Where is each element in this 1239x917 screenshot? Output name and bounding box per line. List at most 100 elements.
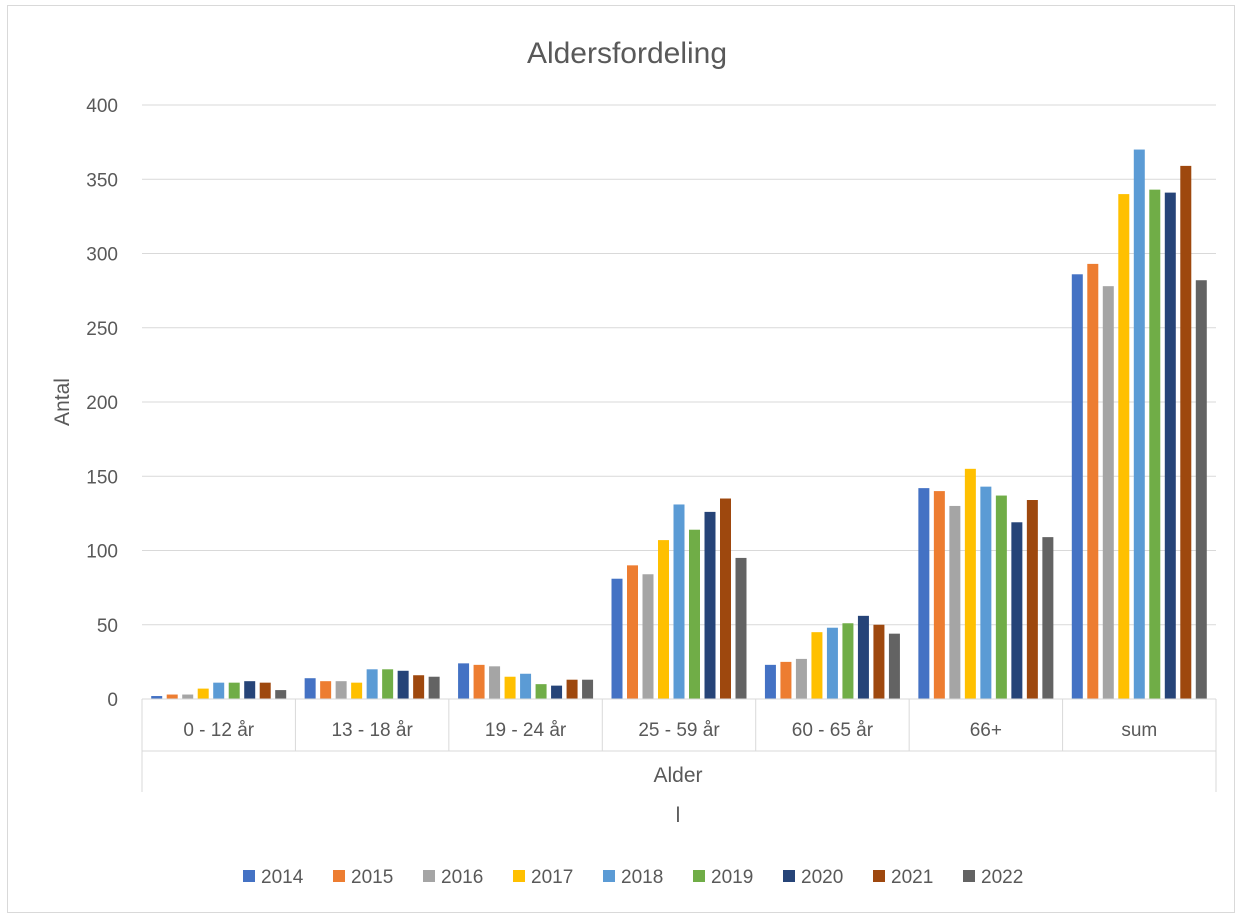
bar-2022-4 [888, 633, 900, 699]
bar-2016-4 [795, 658, 807, 699]
bar-2014-5 [918, 488, 930, 699]
bar-2015-3 [627, 565, 638, 699]
x-tick-label: 60 - 65 år [792, 720, 874, 741]
bar-2019-0 [228, 682, 240, 699]
legend: 2014 2015 2016 2017 2018 2019 2020 2021 2022 [243, 867, 1023, 888]
bar-2018-3 [673, 504, 685, 699]
bar-2014-4 [764, 664, 776, 699]
bar-2021-2 [566, 679, 578, 699]
bar-2014-2 [458, 663, 470, 699]
y-tick-label: 300 [86, 245, 118, 266]
legend-label: 2014 [261, 867, 304, 888]
bar-2019-2 [535, 684, 547, 699]
bar-2018-1 [366, 669, 378, 699]
x-tick-label: 0 - 12 år [183, 720, 254, 741]
bar-2018-5 [980, 486, 992, 699]
bar-2016-1 [335, 681, 347, 699]
legend-swatch-2019 [693, 870, 705, 882]
bar-2019-4 [842, 623, 854, 699]
bar-2015-2 [473, 664, 485, 699]
legend-swatch-2016 [423, 870, 435, 882]
bar-2017-6 [1118, 194, 1130, 699]
legend-label: 2022 [981, 867, 1023, 888]
legend-swatch-2018 [603, 870, 615, 882]
bar-2021-3 [720, 498, 731, 699]
legend-label: 2017 [531, 867, 573, 888]
bar-2017-1 [351, 682, 363, 699]
bar-2018-0 [213, 682, 225, 699]
bar-2015-5 [933, 491, 945, 699]
y-tick-label: 400 [86, 96, 118, 117]
bar-2020-1 [397, 670, 409, 699]
legend-swatch-2014 [243, 870, 255, 882]
bar-2016-5 [949, 505, 961, 699]
x-axis-label: Alder [653, 764, 702, 787]
bar-2021-4 [873, 624, 885, 699]
y-tick-label: 200 [86, 393, 118, 414]
chart-area [7, 5, 1235, 913]
bar-2016-2 [489, 666, 501, 699]
bar-2015-0 [166, 694, 178, 699]
bar-2017-0 [197, 688, 209, 699]
bar-2015-6 [1087, 263, 1099, 699]
bars [151, 149, 1207, 700]
x-tick-label: 25 - 59 år [638, 720, 720, 741]
bar-2019-1 [382, 669, 394, 699]
legend-label: 2021 [891, 867, 933, 888]
legend-swatch-2021 [873, 870, 885, 882]
bar-2018-6 [1133, 149, 1145, 700]
y-tick-label: 100 [86, 542, 118, 563]
bar-2016-3 [642, 574, 654, 699]
bar-2021-0 [259, 682, 271, 699]
bar-2016-0 [182, 694, 194, 699]
y-tick-label: 250 [86, 319, 118, 340]
bar-2021-6 [1180, 165, 1192, 699]
x-tick-label: 66+ [970, 720, 1002, 741]
x-tick-label: sum [1121, 720, 1157, 741]
bar-2017-4 [811, 632, 823, 699]
bar-2019-6 [1149, 189, 1161, 699]
bar-2018-2 [520, 673, 532, 699]
bar-2017-3 [658, 540, 669, 699]
bar-2014-1 [304, 678, 316, 699]
x-axis: 0 - 12 år 13 - 18 år 19 - 24 år 25 - 59 år 6… [141, 698, 1217, 792]
bar-2020-5 [1011, 522, 1023, 699]
bar-2020-4 [857, 615, 869, 699]
bar-2017-2 [504, 676, 516, 699]
bar-2022-6 [1195, 280, 1207, 699]
legend-label: 2015 [351, 867, 393, 888]
y-tick-label: 50 [97, 616, 118, 637]
bar-2020-3 [704, 511, 716, 699]
legend-swatch-2017 [513, 870, 525, 882]
chart-title: Aldersfordeling [527, 37, 727, 70]
bar-2014-0 [151, 696, 163, 699]
y-tick-label: 150 [86, 467, 118, 488]
bar-2022-0 [275, 690, 287, 699]
legend-swatch-2015 [333, 870, 345, 882]
bar-2018-4 [826, 627, 838, 699]
bar-2016-6 [1102, 286, 1114, 699]
x-tick-label: 19 - 24 år [485, 720, 567, 741]
legend-swatch-2022 [963, 870, 975, 882]
bar-2022-2 [582, 679, 594, 699]
bar-2020-0 [244, 681, 256, 699]
legend-label: 2018 [621, 867, 663, 888]
x-axis-sublabel: l [676, 804, 681, 827]
legend-label: 2016 [441, 867, 483, 888]
bar-2014-6 [1071, 274, 1083, 699]
bar-2017-5 [964, 468, 976, 699]
bar-2020-2 [551, 685, 563, 699]
x-tick-label: 13 - 18 år [331, 720, 413, 741]
bar-2022-3 [735, 557, 747, 699]
bar-2021-5 [1026, 500, 1038, 699]
bar-2020-6 [1164, 192, 1176, 700]
legend-label: 2020 [801, 867, 843, 888]
bar-2022-5 [1042, 537, 1054, 699]
y-axis-ticks: 0 50 100 150 200 250 300 350 400 [86, 96, 118, 711]
y-tick-label: 0 [107, 690, 118, 711]
bar-2022-1 [428, 676, 440, 699]
bar-2014-3 [611, 578, 623, 699]
bar-2021-1 [413, 675, 425, 699]
bar-2019-3 [689, 529, 700, 699]
